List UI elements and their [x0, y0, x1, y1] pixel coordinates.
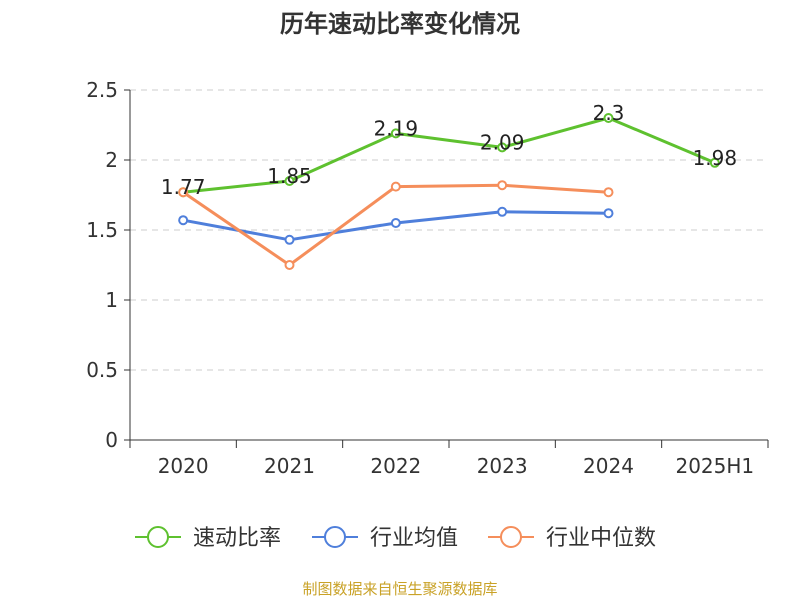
data-point [390, 128, 401, 139]
data-label: 2.19 [374, 116, 419, 140]
data-point [497, 142, 508, 153]
data-point [709, 157, 720, 168]
y-tick-label: 2.5 [86, 78, 118, 102]
legend: 速动比率 行业均值 行业中位数 [135, 526, 656, 551]
axes: 0 0.5 1 1.5 2 2.5 2020 2021 2022 2023 2024 2025H1 [86, 78, 769, 478]
data-point [603, 208, 614, 219]
x-tick-label: 2022 [370, 454, 421, 478]
x-tick-label: 2025H1 [675, 454, 754, 478]
x-tick-label: 2024 [583, 454, 634, 478]
chart-title: 历年速动比率变化情况 [280, 10, 520, 38]
data-point [178, 187, 189, 198]
data-point [497, 206, 508, 217]
data-point [497, 180, 508, 191]
y-tick-label: 1 [105, 288, 118, 312]
y-tick-label: 0.5 [86, 358, 118, 382]
source-note: 制图数据来自恒生聚源数据库 [302, 580, 498, 598]
data-point [603, 113, 614, 123]
y-tick-label: 1.5 [86, 218, 118, 242]
legend-marker [147, 526, 169, 548]
data-point [284, 260, 295, 270]
y-tick-label: 2 [105, 148, 118, 172]
x-tick-label: 2021 [264, 454, 315, 478]
x-tick-label: 2020 [158, 454, 209, 478]
data-point [390, 218, 401, 228]
legend-label: 速动比率 [193, 526, 281, 551]
x-tick-label: 2023 [477, 454, 528, 478]
legend-marker [500, 526, 522, 548]
data-point [603, 187, 614, 198]
legend-label: 行业均值 [370, 526, 458, 551]
y-tick-label: 0 [105, 428, 118, 452]
data-point [284, 234, 295, 245]
legend-marker [324, 526, 346, 548]
data-labels: 1.77 1.85 2.19 2.09 2.3 1.98 [161, 101, 737, 199]
series-lines [178, 113, 720, 270]
data-label: 2.09 [480, 130, 525, 154]
data-label: 1.98 [693, 146, 738, 170]
grid-lines [130, 89, 768, 371]
series-line-1 [183, 116, 716, 194]
data-label: 2.3 [593, 101, 625, 125]
data-point [390, 181, 401, 192]
data-label: 1.77 [161, 175, 206, 199]
legend-label: 行业中位数 [546, 526, 656, 551]
data-point [284, 176, 295, 186]
data-label: 1.85 [267, 164, 312, 188]
data-point [178, 215, 189, 226]
